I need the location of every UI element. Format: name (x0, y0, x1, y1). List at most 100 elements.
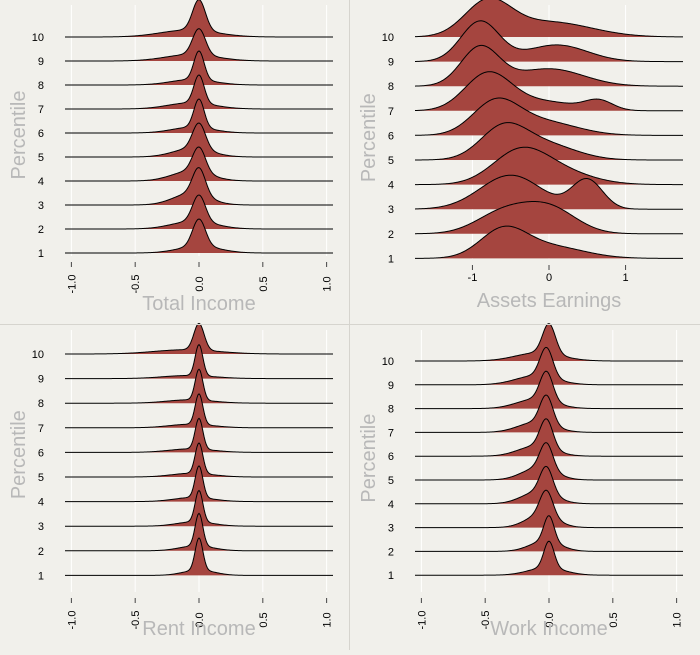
x-tick-label-4: 1.0 (672, 612, 684, 627)
ridge-fill-6 (415, 418, 683, 457)
ridge-line-9 (414, 20, 683, 63)
y-tick-label-5: 5 (388, 475, 394, 487)
x-tick-label-2: 0.0 (194, 612, 206, 627)
ridge-fill-1 (415, 226, 683, 259)
y-tick-label-2: 2 (38, 546, 44, 558)
x-axis-label: Assets Earnings (477, 290, 622, 312)
y-tick-label-5: 5 (388, 155, 394, 167)
x-axis-label: Total Income (142, 293, 255, 315)
ridge-line-7 (65, 393, 333, 429)
ridge-line-2 (415, 515, 683, 552)
ridge-line-6 (415, 418, 683, 457)
ridge-fill-10 (415, 323, 683, 361)
y-axis-label: Percentile (8, 410, 30, 499)
ridge-line-9 (415, 346, 683, 386)
y-tick-label-3: 3 (388, 204, 394, 216)
ridge-line-1 (65, 218, 333, 254)
ridge-line-6 (65, 98, 333, 134)
y-tick-label-5: 5 (38, 152, 44, 164)
panel-4: 10 9 8 7 6 5 4 3 2 1 -1.0 -0.5 0.0 0.5 1.0 Work Income P… (358, 323, 684, 640)
y-tick-label-2: 2 (38, 224, 44, 236)
x-tick-label-3: 0.5 (608, 612, 620, 627)
y-tick-label-1: 1 (388, 253, 394, 265)
x-tick-label-3: 0.5 (258, 276, 270, 291)
x-tick-label-2: 1 (623, 272, 629, 284)
ridge-fill-8 (65, 51, 333, 85)
ridge-fill-5 (65, 443, 333, 477)
x-axis-label: Work Income (490, 618, 607, 640)
ridge-fill-4 (415, 466, 683, 504)
ridge-fill-7 (65, 393, 333, 428)
y-tick-label-7: 7 (388, 427, 394, 439)
ridge-line-4 (415, 146, 683, 186)
ridge-fill-3 (65, 167, 333, 205)
ridge-fill-7 (65, 75, 333, 109)
y-tick-label-8: 8 (38, 80, 44, 92)
y-tick-label-1: 1 (388, 570, 394, 582)
x-tick-label-0: -1 (468, 272, 478, 284)
ridge-line-5 (65, 122, 333, 158)
ridge-line-2 (65, 512, 333, 552)
ridge-line-8 (415, 370, 683, 410)
ridge-line-8 (65, 368, 333, 404)
x-tick-label-4: 1.0 (322, 276, 334, 291)
y-tick-label-8: 8 (388, 81, 394, 93)
panel-3: 10 9 8 7 6 5 4 3 2 1 -1.0 -0.5 0.0 0.5 1.0 Rent Income P… (8, 322, 334, 640)
ridge-fill-6 (65, 99, 333, 133)
x-tick-label-0: -1.0 (66, 611, 78, 630)
y-tick-label-3: 3 (38, 521, 44, 533)
ridge-fill-6 (415, 98, 683, 136)
y-axis-label: Percentile (8, 91, 30, 180)
y-tick-label-3: 3 (388, 523, 394, 535)
ridge-fill-6 (65, 418, 333, 453)
ridge-line-8 (65, 50, 333, 86)
y-tick-label-5: 5 (38, 472, 44, 484)
ridge-fill-10 (65, 323, 333, 354)
ridge-fill-1 (65, 538, 333, 576)
y-tick-label-2: 2 (388, 229, 394, 241)
ridge-fill-10 (65, 0, 333, 37)
ridge-fill-3 (65, 490, 333, 527)
ridge-line-1 (414, 225, 683, 259)
ridge-fill-9 (65, 344, 333, 379)
ridge-fill-9 (65, 28, 333, 61)
ridge-fill-3 (415, 175, 683, 210)
y-tick-label-9: 9 (38, 56, 44, 68)
y-axis-label: Percentile (358, 414, 380, 503)
ridge-line-7 (414, 71, 683, 112)
ridge-line-3 (65, 167, 333, 206)
ridge-fill-4 (65, 465, 333, 502)
x-tick-label-4: 1.0 (322, 612, 334, 627)
ridge-line-2 (414, 200, 683, 235)
y-tick-label-4: 4 (388, 180, 394, 192)
ridge-line-7 (65, 74, 333, 110)
ridge-line-6 (414, 97, 683, 136)
ridge-line-4 (415, 465, 683, 505)
ridge-line-10 (65, 322, 333, 355)
y-tick-label-1: 1 (38, 248, 44, 260)
ridge-line-3 (415, 489, 683, 529)
ridge-line-10 (415, 323, 683, 362)
ridge-line-1 (415, 540, 683, 576)
ridge-fill-8 (415, 371, 683, 409)
y-tick-label-7: 7 (38, 423, 44, 435)
ridge-line-1 (65, 537, 333, 576)
y-tick-label-10: 10 (382, 356, 394, 368)
ridge-fill-4 (65, 147, 333, 181)
ridge-line-4 (65, 465, 333, 503)
ridge-fill-9 (415, 347, 683, 385)
y-tick-label-6: 6 (38, 128, 44, 140)
y-tick-label-10: 10 (32, 32, 44, 44)
ridge-line-3 (414, 174, 683, 210)
panel-1: 10 9 8 7 6 5 4 3 2 1 -1.0 -0.5 0.0 0.5 1.0 Total Income… (8, 0, 334, 315)
ridge-fill-3 (415, 490, 683, 528)
ridge-line-3 (65, 489, 333, 527)
ridge-fill-1 (415, 541, 683, 576)
y-tick-label-7: 7 (38, 104, 44, 116)
ridge-fill-5 (415, 442, 683, 480)
ridge-line-9 (65, 28, 333, 62)
y-tick-label-6: 6 (388, 451, 394, 463)
ridge-fill-2 (65, 195, 333, 229)
